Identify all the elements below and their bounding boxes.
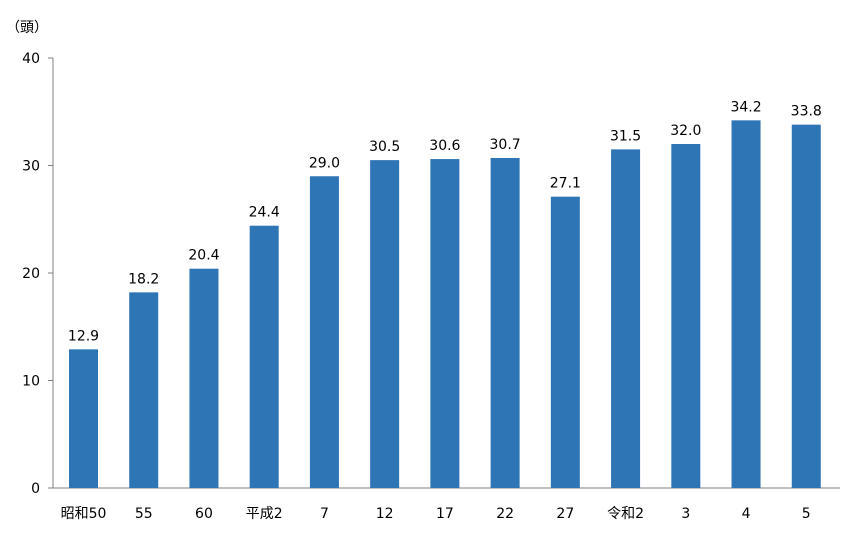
x-tick-label: 令和2 bbox=[607, 506, 644, 522]
bar-value-label: 18.2 bbox=[128, 271, 159, 287]
bar-value-label: 30.7 bbox=[490, 137, 521, 153]
x-tick-label: 7 bbox=[320, 506, 329, 522]
x-tick-label: 22 bbox=[496, 506, 514, 522]
bar-value-label: 20.4 bbox=[188, 248, 219, 264]
y-axis-unit-label: （頭） bbox=[6, 20, 48, 36]
y-tick-label: 0 bbox=[31, 481, 40, 497]
bars bbox=[69, 120, 821, 489]
value-labels: 12.9 18.2 20.4 24.4 29.0 30.5 30.6 30.7 27.1 31.5… bbox=[68, 99, 822, 344]
bar bbox=[129, 292, 159, 488]
x-tick-label: 3 bbox=[681, 506, 690, 522]
x-tick-label: 17 bbox=[436, 506, 454, 522]
bar bbox=[309, 176, 339, 488]
x-tick-label: 60 bbox=[195, 506, 213, 522]
bar-value-label: 27.1 bbox=[550, 176, 581, 192]
bar-value-label: 24.4 bbox=[249, 205, 280, 221]
bar bbox=[611, 149, 641, 488]
x-tick-label: 平成2 bbox=[246, 506, 283, 522]
bar bbox=[370, 160, 400, 488]
x-tick-label: 27 bbox=[556, 506, 574, 522]
y-tick-label: 10 bbox=[22, 374, 40, 390]
bar-value-label: 34.2 bbox=[730, 99, 761, 115]
x-tick-label: 4 bbox=[742, 506, 751, 522]
bar bbox=[490, 157, 520, 488]
bar-value-label: 30.6 bbox=[429, 138, 460, 154]
bar-value-label: 31.5 bbox=[610, 128, 641, 144]
bar bbox=[69, 349, 98, 488]
bar-value-label: 12.9 bbox=[68, 328, 99, 344]
x-tick-labels: 昭和50 55 60 平成2 7 12 17 22 27 令和2 3 4 5 bbox=[61, 506, 811, 522]
bar bbox=[430, 159, 460, 489]
bar bbox=[249, 225, 279, 488]
bar bbox=[671, 144, 701, 488]
y-tick-label: 20 bbox=[22, 266, 40, 282]
x-tick-label: 5 bbox=[802, 506, 811, 522]
bar bbox=[189, 268, 219, 488]
bar bbox=[791, 124, 821, 489]
y-tick-label: 40 bbox=[22, 51, 40, 67]
y-tick-label: 30 bbox=[22, 159, 40, 175]
bar-value-label: 30.5 bbox=[369, 139, 400, 155]
bar-value-label: 29.0 bbox=[309, 155, 340, 171]
bar-value-label: 33.8 bbox=[791, 104, 822, 120]
x-tick-label: 昭和50 bbox=[61, 506, 107, 522]
bar bbox=[731, 120, 761, 488]
y-ticks: 0 10 20 30 40 bbox=[22, 51, 53, 497]
x-tick-label: 55 bbox=[135, 506, 153, 522]
bar-value-label: 32.0 bbox=[670, 123, 701, 139]
bar bbox=[550, 196, 580, 489]
x-tick-label: 12 bbox=[376, 506, 394, 522]
